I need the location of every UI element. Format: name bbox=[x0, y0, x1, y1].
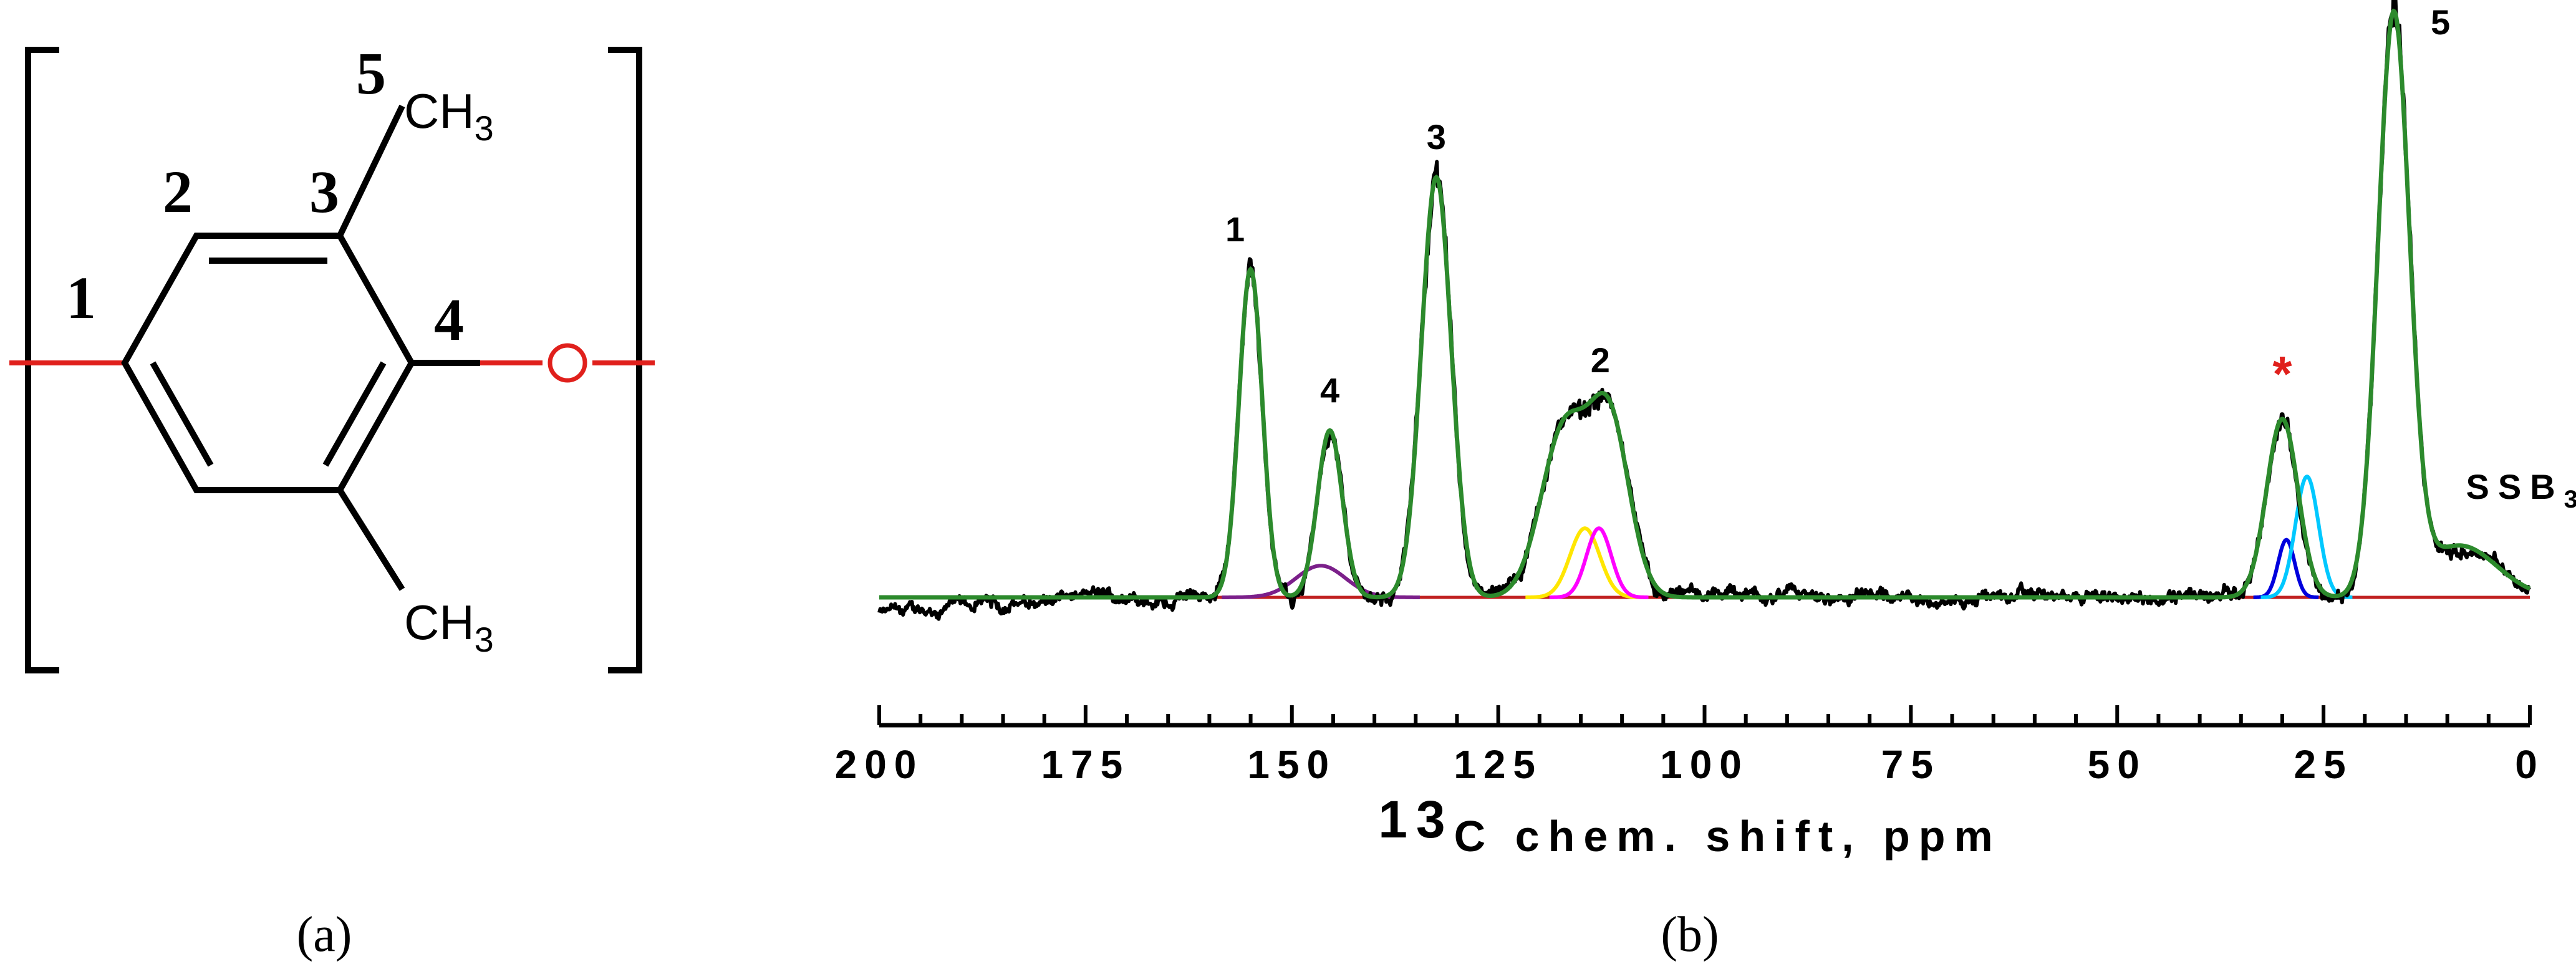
oxygen-atom bbox=[548, 343, 587, 383]
peak-labels-layer: 1 4 3 2 * 5 SSB3 bbox=[1225, 2, 2576, 513]
caption-a: (a) bbox=[297, 907, 352, 962]
x-tick-label-75: 75 bbox=[1881, 742, 1941, 787]
x-axis-title: 13C chem. shift, ppm bbox=[1378, 790, 2002, 861]
fit-component-5 bbox=[1525, 526, 1644, 599]
x-tick-label-200: 200 bbox=[835, 742, 924, 787]
peak-label-asterisk: * bbox=[2272, 346, 2292, 402]
ring-double-bond-right bbox=[322, 361, 387, 467]
caption-b: (b) bbox=[1661, 907, 1719, 962]
x-tick-label-175: 175 bbox=[1041, 742, 1130, 787]
atom-label-5: 5 bbox=[356, 40, 386, 107]
methyl-label-bottom: CH3 bbox=[404, 595, 494, 659]
structure-panel: 1 2 3 4 5 CH3 CH3 (a) bbox=[9, 40, 655, 962]
x-tick-label-150: 150 bbox=[1247, 742, 1336, 787]
peak-label-4: 4 bbox=[1320, 370, 1339, 410]
fit-envelope-line bbox=[879, 8, 2531, 600]
methyl-bond-bottom bbox=[337, 488, 405, 591]
peak-label-1: 1 bbox=[1225, 210, 1245, 249]
atom-label-2: 2 bbox=[163, 158, 193, 225]
methyl-bond-top bbox=[337, 104, 405, 238]
x-axis: 200 175 150 125 100 75 50 25 0 bbox=[835, 705, 2545, 787]
x-tick-label-125: 125 bbox=[1454, 742, 1543, 787]
left-bracket bbox=[25, 47, 59, 673]
fit-components-layer bbox=[1222, 475, 2353, 599]
methyl-label-top: CH3 bbox=[404, 84, 494, 148]
ring-double-bond-left bbox=[150, 361, 214, 467]
peak-label-2: 2 bbox=[1591, 340, 1610, 380]
experimental-spectrum-line bbox=[877, 0, 2531, 621]
x-tick-label-100: 100 bbox=[1660, 742, 1749, 787]
peak-label-3: 3 bbox=[1427, 117, 1446, 157]
fit-envelope-layer bbox=[879, 8, 2531, 600]
right-bracket bbox=[608, 47, 642, 673]
atom-label-1: 1 bbox=[66, 264, 96, 331]
experimental-spectrum-layer bbox=[877, 0, 2531, 621]
fit-component-6 bbox=[1549, 526, 1649, 599]
peak-label-5: 5 bbox=[2431, 2, 2450, 42]
atom-label-4: 4 bbox=[434, 286, 464, 353]
x-tick-label-50: 50 bbox=[2088, 742, 2147, 787]
benzene-ring bbox=[121, 233, 415, 493]
x-axis-title-superscript: 13 bbox=[1378, 790, 1454, 849]
atom-label-3: 3 bbox=[309, 158, 339, 225]
x-axis-title-text: C chem. shift, ppm bbox=[1454, 812, 2002, 861]
peak-label-ssb3: SSB3 bbox=[2466, 467, 2576, 513]
spectrum-panel: 200 175 150 125 100 75 50 25 0 1 4 3 2 * 5 SSB3 13C ch… bbox=[835, 0, 2576, 962]
x-tick-label-25: 25 bbox=[2294, 742, 2353, 787]
x-tick-label-0: 0 bbox=[2515, 742, 2545, 787]
